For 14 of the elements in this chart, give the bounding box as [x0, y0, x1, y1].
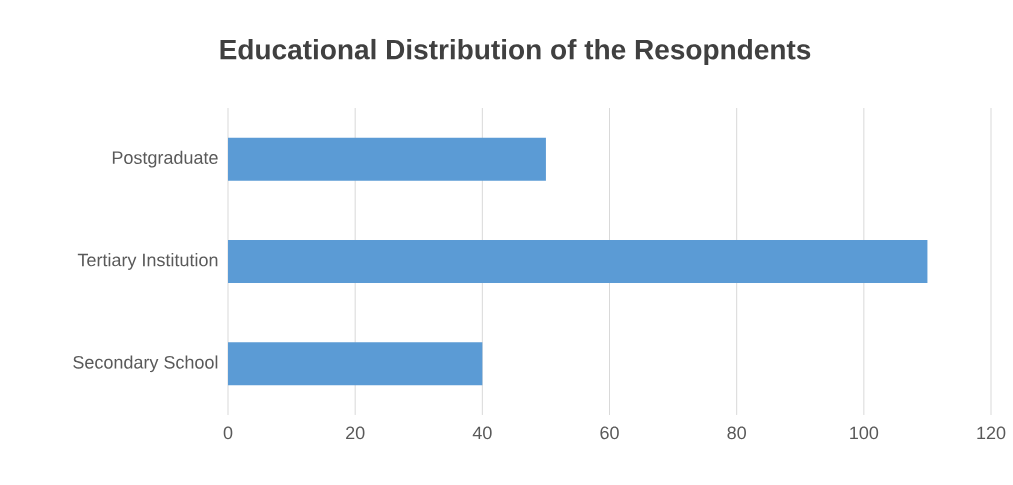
chart-title: Educational Distribution of the Resopndents — [220, 38, 811, 66]
bar — [228, 137, 546, 181]
bar — [228, 239, 928, 283]
y-tick-label: Postgraduate — [112, 150, 218, 168]
y-tick-label: Secondary School — [73, 355, 218, 373]
x-tick-label: 120 — [977, 426, 1006, 440]
x-tick-label: 80 — [727, 426, 746, 440]
x-tick-label: 100 — [850, 426, 879, 440]
x-tick-label: 60 — [600, 426, 619, 440]
x-tick-label: 20 — [346, 426, 365, 440]
x-tick-label: 40 — [472, 426, 492, 440]
bar — [228, 342, 483, 386]
x-tick-label: 0 — [223, 426, 233, 440]
y-tick-label: Tertiary Institution — [77, 253, 218, 270]
